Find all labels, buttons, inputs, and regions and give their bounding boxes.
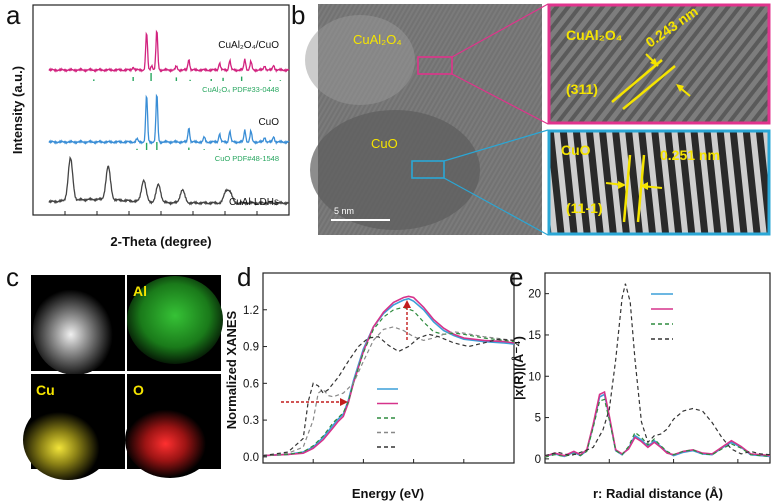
xrd-x-axis-label: 2-Theta (degree) (110, 234, 211, 249)
xrd-curve-1 (48, 93, 290, 146)
inset-cual2o4-phase: CuAl₂O₄ (566, 27, 622, 43)
xanes-plot-frame (262, 272, 515, 464)
tem-zoom-line-top-upper (451, 3, 549, 58)
hrtem-panel: CuAl₂O₄ CuO 5 nm CuAl₂O₄ (311) 0.243 nm … (305, 3, 771, 236)
xanes-curve-1 (262, 295, 515, 457)
xrd-curve-2 (48, 155, 290, 206)
xanes-x-axis-label: Energy (eV) (352, 486, 424, 501)
exafs-plot-frame (544, 272, 771, 464)
tem-label-cual2o4: CuAl₂O₄ (353, 32, 402, 47)
inset-cuo-spacing: 0.251 nm (660, 147, 720, 163)
exafs-y-tick-label-3: 15 (528, 330, 541, 342)
inset-cual2o4-lattice-line-2 (622, 65, 676, 110)
tem-zoom-line-bottom-upper (443, 129, 549, 162)
xanes-y-tick-label-2: 0.6 (243, 378, 259, 390)
inset-cuo-lattice-line-2 (636, 154, 646, 223)
panel-label-e: e (509, 262, 523, 292)
eds-maps: Al Cu O (23, 275, 223, 480)
xrd-ref-label-cual2o4: CuAl₂O₄ PDF#33-0448 (202, 85, 279, 94)
eds-map-o-label: O (133, 382, 144, 398)
tem-cual2o4-grain (305, 15, 415, 105)
inset-cual2o4-arrowhead-1 (650, 58, 658, 66)
inset-cuo-plane: (11-1) (566, 200, 603, 216)
eds-map-al-label: Al (133, 283, 147, 299)
xrd-series-label-cual2o4-cuo: CuAl₂O₄/CuO (218, 40, 279, 51)
xanes-arrowhead-whiteline (403, 300, 411, 308)
tem-roi-cual2o4 (417, 56, 453, 75)
exafs-y-axis-label: |x(R)|(Å⁻⁴) (511, 336, 526, 400)
exafs-y-tick-label-1: 5 (535, 413, 541, 425)
exafs-curve-0 (544, 393, 771, 458)
xanes-y-axis-label: Normalized XANES (224, 310, 239, 429)
xanes-y-tick-label-0: 0.0 (243, 452, 259, 464)
inset-cuo-phase: CuO (561, 142, 591, 158)
eds-map-cu-signal (23, 400, 113, 480)
eds-map-haadf-particle (33, 285, 117, 375)
xrd-plot-frame (32, 4, 290, 216)
panel-label-a: a (6, 0, 21, 30)
exafs-curve-1 (544, 390, 771, 458)
panel-label-d: d (237, 262, 251, 292)
xanes-curve-3 (262, 326, 515, 457)
tem-label-cuo: CuO (371, 136, 398, 151)
xanes-chart: 0.0 0.3 0.6 0.9 1.2 Energy (eV) Normalized X… (224, 272, 515, 501)
exafs-y-tick-label-2: 10 (528, 371, 541, 383)
xrd-series-label-ldh: CuAl-LDHs (229, 197, 279, 208)
inset-cual2o4-plane: (311) (566, 81, 598, 97)
inset-cuo-lattice-line-1 (622, 154, 632, 223)
tem-cuo-grain (310, 110, 480, 230)
exafs-y-tick-label-4: 20 (528, 289, 541, 301)
exafs-y-tick-label-0: 0 (535, 454, 541, 466)
xanes-arrowhead-preedge (340, 398, 348, 406)
eds-map-al-signal (127, 276, 223, 364)
tem-zoom-line-top-lower (451, 73, 549, 125)
xrd-series-label-cuo: CuO (258, 117, 279, 128)
xrd-ref-label-cuo: CuO PDF#48-1548 (215, 154, 279, 163)
inset-cual2o4-arrowhead-2 (676, 84, 684, 92)
xrd-curve-0 (48, 29, 290, 74)
panel-label-b: b (291, 0, 305, 30)
xrd-y-axis-label: Intensity (a.u.) (10, 66, 25, 154)
xanes-curve-2 (262, 306, 515, 457)
inset-cuo-border (547, 129, 771, 236)
tem-roi-cuo (411, 160, 445, 179)
inset-cuo-image (548, 130, 770, 235)
exafs-x-axis-label: r: Radial distance (Å) (593, 486, 723, 501)
eds-map-cu-label: Cu (36, 382, 55, 398)
xanes-curve-4 (262, 333, 515, 457)
xanes-y-tick-label-1: 0.3 (243, 415, 259, 427)
xrd-chart: CuAl₂O₄/CuO CuAl₂O₄ PDF#33-0448 CuO CuO … (10, 4, 290, 249)
inset-cual2o4-border (547, 3, 771, 125)
tem-scale-bar-label: 5 nm (334, 206, 354, 216)
exafs-curve-2 (544, 398, 771, 458)
eds-map-o-signal (125, 402, 215, 478)
panel-label-c: c (6, 262, 19, 292)
xanes-curve-0 (262, 297, 515, 457)
inset-cual2o4-lattice-line-1 (611, 59, 663, 103)
xanes-y-tick-label-4: 1.2 (243, 305, 259, 317)
inset-cuo-arrowhead-2 (640, 182, 648, 190)
exafs-chart: 0 5 10 15 20 r: Radial distance (Å) |x(R)|(Å… (511, 272, 771, 501)
tem-zoom-line-bottom-lower (443, 177, 549, 236)
xanes-y-tick-label-3: 0.9 (243, 342, 259, 354)
inset-cuo-arrowhead-1 (618, 181, 626, 189)
